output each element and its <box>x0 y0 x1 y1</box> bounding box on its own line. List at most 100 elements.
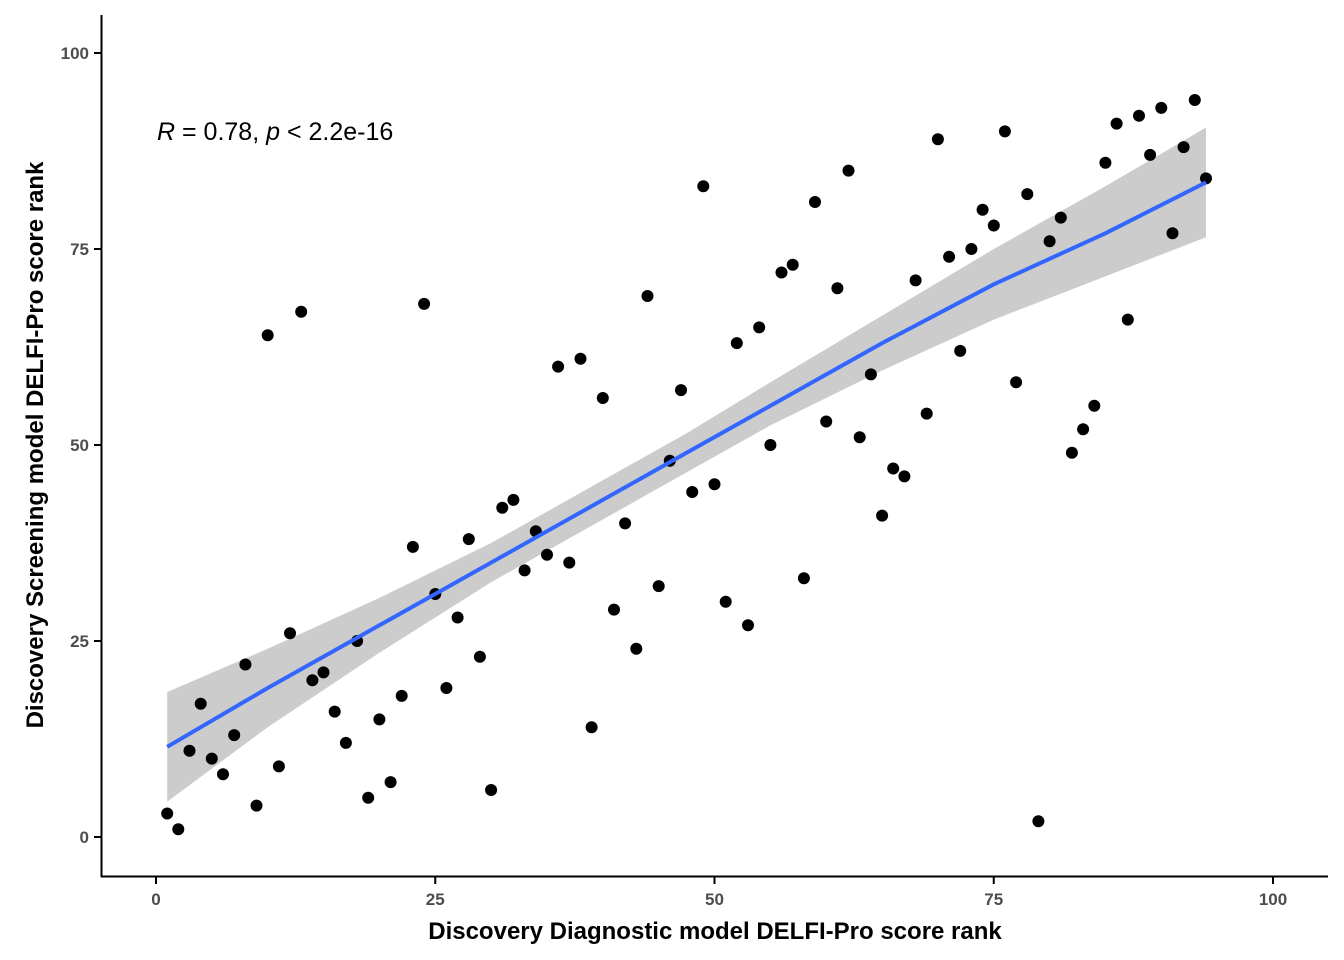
data-point-15 <box>317 666 330 679</box>
data-point-32 <box>507 493 520 506</box>
data-point-62 <box>842 164 855 177</box>
data-point-5 <box>205 752 218 765</box>
data-point-94 <box>1200 172 1212 185</box>
data-point-55 <box>764 439 777 451</box>
data-point-61 <box>831 282 844 295</box>
data-point-65 <box>876 509 889 522</box>
data-point-4 <box>194 697 207 710</box>
data-point-63 <box>853 431 866 444</box>
data-point-35 <box>541 548 553 561</box>
data-point-50 <box>708 478 721 491</box>
x-tick-label: 25 <box>426 890 445 909</box>
data-point-20 <box>373 713 386 726</box>
data-point-9 <box>250 799 263 812</box>
data-point-1 <box>161 807 174 820</box>
p-symbol: p <box>265 118 280 146</box>
data-point-80 <box>1043 235 1056 248</box>
data-point-31 <box>496 501 509 514</box>
correlation-annotation: R = 0.78, p < 2.2e-16 <box>157 118 393 146</box>
data-point-40 <box>596 392 609 404</box>
y-axis-title: Discovery Screening model DELFI-Pro scor… <box>22 161 49 729</box>
y-tick-label: 0 <box>80 828 89 847</box>
data-point-16 <box>328 705 341 718</box>
data-point-26 <box>440 682 453 694</box>
data-point-79 <box>1032 815 1045 828</box>
x-axis-ticks: 0 25 50 75 100 <box>151 877 1287 909</box>
data-point-77 <box>1010 376 1023 389</box>
p-value: < 2.2e-16 <box>280 118 393 146</box>
data-point-66 <box>887 462 900 475</box>
data-point-37 <box>563 556 576 569</box>
data-point-6 <box>217 768 229 781</box>
x-tick-label: 100 <box>1259 890 1287 909</box>
data-point-83 <box>1077 423 1090 436</box>
data-point-36 <box>552 360 565 373</box>
data-point-64 <box>864 368 877 381</box>
x-tick-label: 0 <box>151 890 160 909</box>
data-point-39 <box>585 721 598 734</box>
trend-line <box>166 180 1207 749</box>
data-point-90 <box>1155 101 1168 114</box>
data-point-68 <box>909 274 922 287</box>
data-point-28 <box>462 533 475 546</box>
y-axis-ticks: 0 25 50 75 100 <box>61 44 101 847</box>
data-point-43 <box>630 642 643 655</box>
data-point-17 <box>339 736 352 749</box>
x-tick-label: 50 <box>705 890 724 909</box>
data-point-59 <box>809 196 821 208</box>
confidence-band-layer <box>167 127 1207 802</box>
y-tick-label: 50 <box>70 436 89 455</box>
data-point-74 <box>976 203 989 216</box>
data-point-60 <box>820 415 833 428</box>
data-point-23 <box>406 540 419 553</box>
data-point-88 <box>1133 109 1145 122</box>
data-point-47 <box>675 384 687 397</box>
data-point-48 <box>686 486 699 498</box>
y-tick-label: 75 <box>70 240 89 259</box>
data-point-78 <box>1021 188 1034 201</box>
data-point-89 <box>1144 148 1157 161</box>
data-point-45 <box>652 580 665 593</box>
data-point-84 <box>1088 399 1101 412</box>
data-point-73 <box>965 243 978 255</box>
data-point-41 <box>608 603 620 616</box>
data-point-56 <box>775 266 788 279</box>
confidence-band <box>167 127 1207 802</box>
data-point-2 <box>172 823 185 836</box>
data-point-75 <box>987 219 1000 232</box>
data-point-82 <box>1065 446 1078 459</box>
data-point-81 <box>1054 211 1067 224</box>
data-point-85 <box>1099 156 1112 169</box>
data-point-92 <box>1177 141 1190 154</box>
data-point-91 <box>1166 227 1179 240</box>
data-point-38 <box>574 352 587 365</box>
data-point-87 <box>1121 313 1134 326</box>
data-point-52 <box>730 337 743 350</box>
data-point-71 <box>943 250 956 263</box>
data-point-27 <box>451 611 464 624</box>
data-point-14 <box>306 674 319 687</box>
data-point-44 <box>641 290 654 302</box>
data-point-11 <box>272 760 285 773</box>
data-point-10 <box>261 329 274 342</box>
data-point-42 <box>619 517 632 530</box>
data-point-67 <box>898 470 911 483</box>
data-point-33 <box>518 564 531 577</box>
data-point-69 <box>920 407 933 420</box>
data-point-13 <box>295 305 308 318</box>
data-point-22 <box>395 689 408 702</box>
data-point-49 <box>697 180 710 193</box>
data-point-30 <box>485 784 498 796</box>
data-point-53 <box>742 619 754 632</box>
data-point-70 <box>931 133 944 146</box>
data-point-76 <box>998 125 1011 138</box>
y-tick-label: 100 <box>61 44 89 63</box>
data-point-57 <box>786 258 799 271</box>
data-point-12 <box>284 627 296 640</box>
data-point-7 <box>228 729 241 742</box>
data-point-72 <box>954 344 967 357</box>
trend-line-layer <box>166 180 1207 749</box>
data-point-19 <box>362 791 375 804</box>
data-point-24 <box>418 297 431 310</box>
